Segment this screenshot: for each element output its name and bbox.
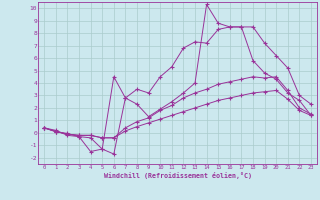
X-axis label: Windchill (Refroidissement éolien,°C): Windchill (Refroidissement éolien,°C) bbox=[104, 172, 252, 179]
